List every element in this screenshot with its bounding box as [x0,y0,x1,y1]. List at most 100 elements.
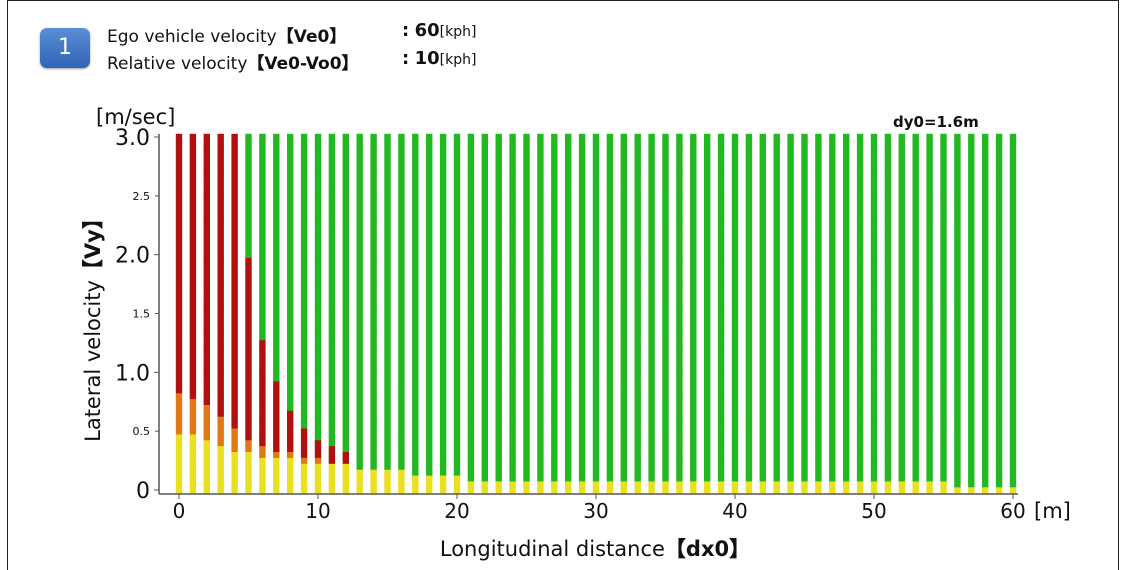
data-point [537,192,544,199]
data-point [217,428,224,435]
data-point [982,369,989,376]
data-point [398,145,405,152]
data-point [787,275,794,282]
data-point [704,204,711,211]
data-point [759,175,766,182]
data-point [926,163,933,170]
data-point [231,380,238,388]
data-point [356,257,363,264]
data-point [815,357,822,364]
data-point [426,227,433,235]
data-point [537,363,544,370]
point-column [995,133,1003,494]
data-point [954,457,961,464]
data-point [189,145,197,152]
data-point [495,375,502,382]
data-point [245,133,252,141]
data-point [606,175,614,182]
data-point [384,292,391,300]
data-point [870,280,878,288]
data-point [412,286,419,294]
data-point [634,310,641,317]
data-point [439,357,447,364]
data-point [926,286,933,294]
data-point [745,175,753,182]
data-point [439,251,447,258]
data-point [578,251,586,258]
data-point [898,386,905,394]
data-point [856,280,864,288]
data-point [481,269,488,276]
data-point [801,398,808,405]
data-point [787,422,794,429]
data-point [634,351,641,358]
data-point [300,251,308,258]
data-point [634,145,641,152]
data-point [439,186,447,194]
data-point [620,410,627,417]
data-point [787,310,794,317]
data-point [704,475,711,482]
data-point [453,339,461,347]
data-point [995,457,1003,464]
data-point [537,286,544,294]
data-point [968,316,975,323]
data-point [481,316,488,323]
data-point [217,298,224,305]
data-point [759,304,766,311]
data-point [273,245,280,252]
data-point [648,404,655,411]
data-point [690,333,697,341]
data-point [898,210,905,217]
data-point [690,227,697,235]
data-point [245,428,252,435]
data-point [829,222,836,229]
data-point [648,416,655,423]
data-point [745,292,753,300]
data-point [787,280,794,288]
data-point [314,169,322,176]
data-point [940,216,947,223]
data-point [342,233,349,241]
data-point [328,327,336,335]
data-point [856,298,864,305]
data-point [954,251,961,258]
data-point [565,216,572,223]
data-point [467,163,475,170]
data-point [884,227,892,235]
data-point [982,227,989,235]
data-point [287,410,294,417]
data-point [412,316,419,323]
data-point [398,386,405,394]
data-point [829,380,836,388]
data-point [328,316,336,323]
data-point [467,292,475,300]
data-point [843,163,850,170]
data-point [870,169,878,176]
data-point [287,175,294,182]
data-point [690,369,697,376]
data-point [856,480,864,488]
data-point [175,198,183,205]
data-point [231,445,238,452]
data-point [342,133,349,141]
data-point [287,375,294,382]
data-point [1009,316,1017,323]
point-column [342,133,349,494]
data-point [843,480,850,488]
data-point [300,263,308,270]
data-point [189,439,197,447]
data-point [745,428,753,435]
data-point [940,227,947,235]
data-point [815,298,822,305]
data-point [662,169,669,176]
ego-velocity-unit: [kph] [439,24,477,40]
data-point [717,233,725,241]
data-point [620,157,627,164]
data-point [912,428,919,435]
data-point [314,410,322,417]
data-point [495,216,502,223]
data-point [856,180,864,188]
data-point [884,280,892,288]
data-point [856,369,864,376]
